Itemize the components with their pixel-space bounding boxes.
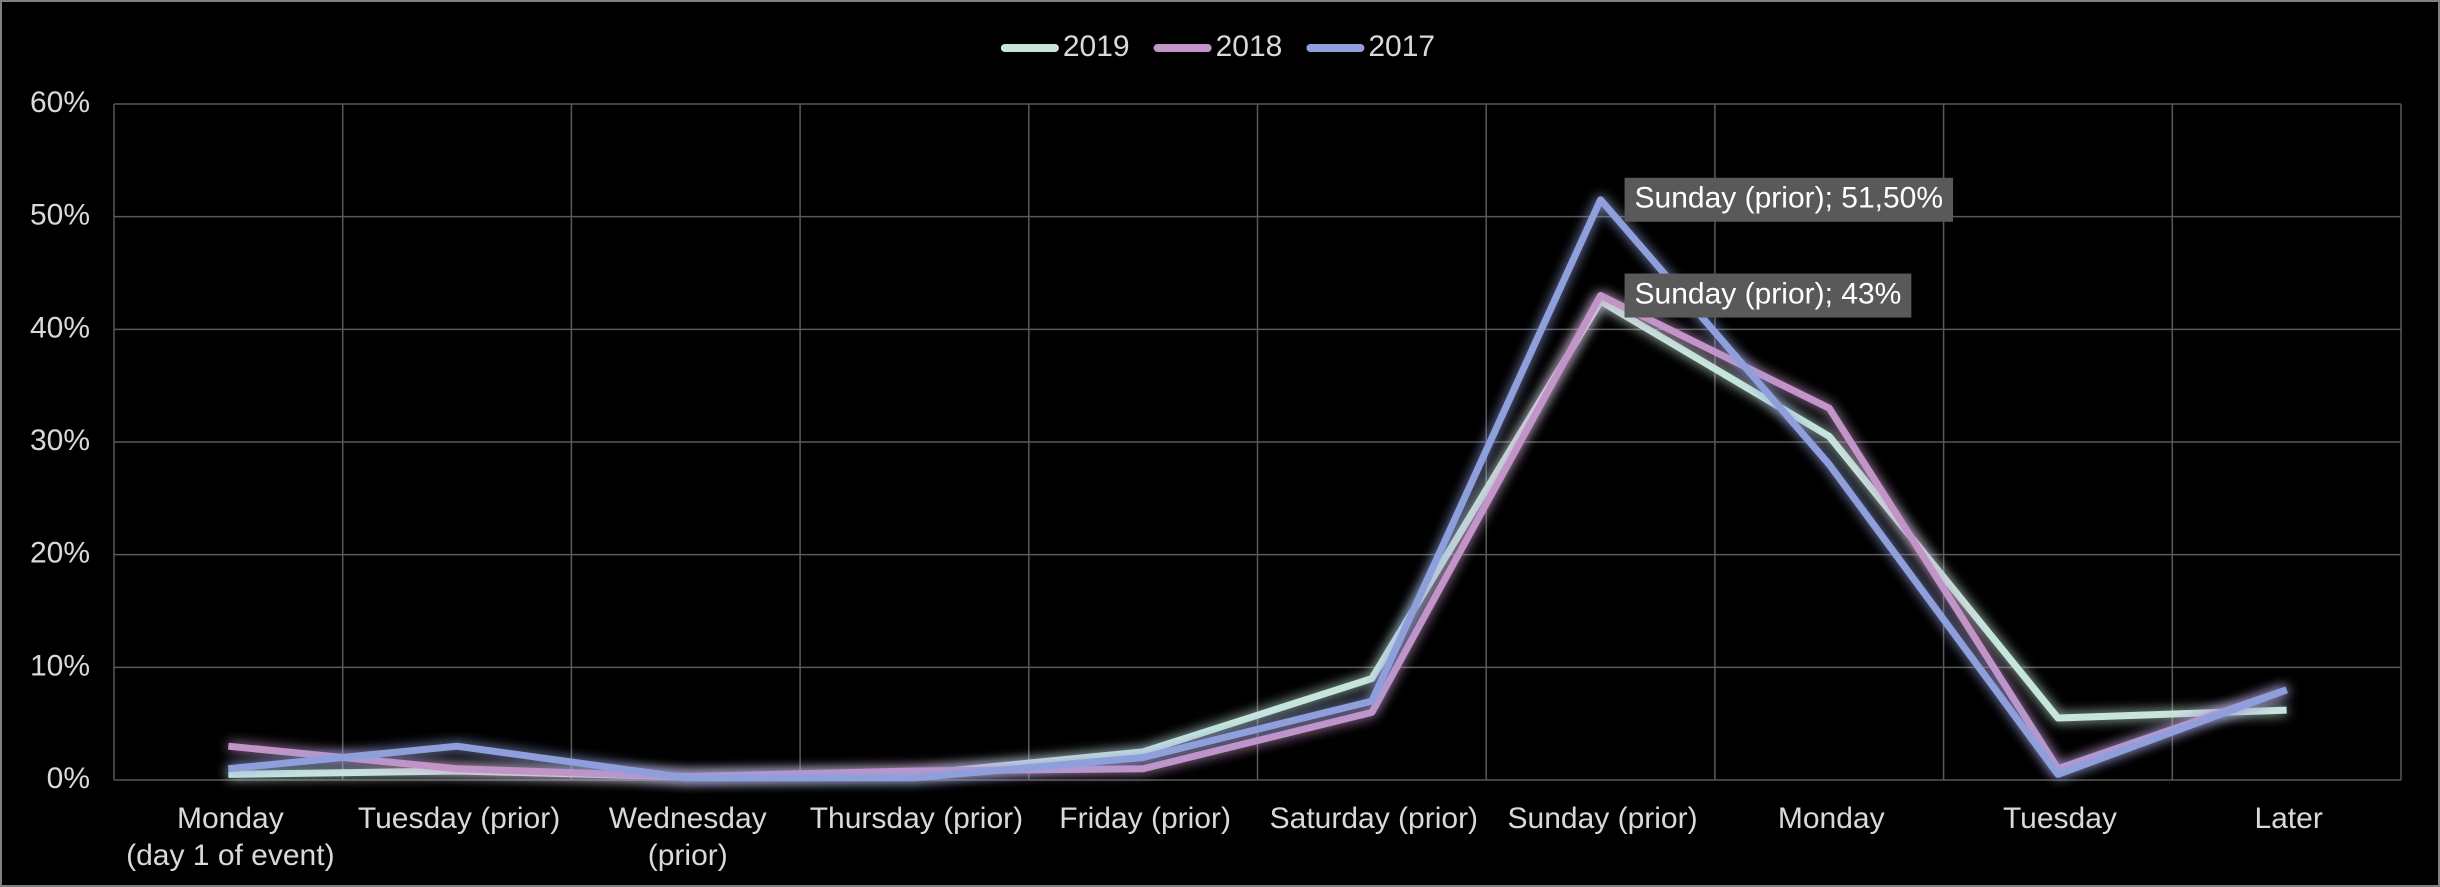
x-tick-label: Sunday (prior) — [1507, 802, 1698, 835]
legend-label: 2017 — [1368, 30, 1435, 63]
data-label: Sunday (prior); 51,50% — [1624, 177, 1954, 222]
legend-item: 2017 — [1306, 30, 1435, 63]
x-tick-label: Saturday (prior) — [1269, 802, 1479, 835]
y-tick-label: 40% — [30, 311, 90, 344]
legend-label: 2018 — [1216, 30, 1283, 63]
x-tick-label: Tuesday — [2002, 802, 2117, 835]
x-tick-label: Later — [2254, 802, 2323, 835]
x-tick-label: Monday — [1777, 802, 1885, 835]
legend-label: 2019 — [1063, 30, 1130, 63]
x-tick-label: Monday (day 1 of event) — [126, 802, 335, 872]
y-tick-label: 10% — [30, 649, 90, 682]
y-tick-label: 50% — [30, 199, 90, 232]
x-tick-label: Friday (prior) — [1059, 802, 1231, 835]
legend-item: 2018 — [1153, 30, 1283, 63]
line-series — [228, 196, 2288, 782]
data-label-box — [1624, 177, 1954, 222]
data-label: Sunday (prior); 43% — [1624, 273, 1912, 318]
x-tick-label: Tuesday (prior) — [357, 802, 561, 835]
data-label-text: Sunday (prior); 51,50% — [1635, 182, 1944, 215]
y-tick-label: 0% — [47, 762, 90, 795]
y-tick-label: 60% — [30, 86, 90, 119]
data-label-text: Sunday (prior); 43% — [1635, 277, 1902, 310]
legend-item: 2019 — [1000, 30, 1130, 63]
line-series — [228, 292, 2288, 781]
x-tick-label: Wednesday (prior) — [608, 802, 767, 872]
x-tick-label: Thursday (prior) — [809, 802, 1024, 835]
data-label-box — [1624, 273, 1912, 318]
y-tick-label: 20% — [30, 537, 90, 570]
y-tick-label: 30% — [30, 424, 90, 457]
